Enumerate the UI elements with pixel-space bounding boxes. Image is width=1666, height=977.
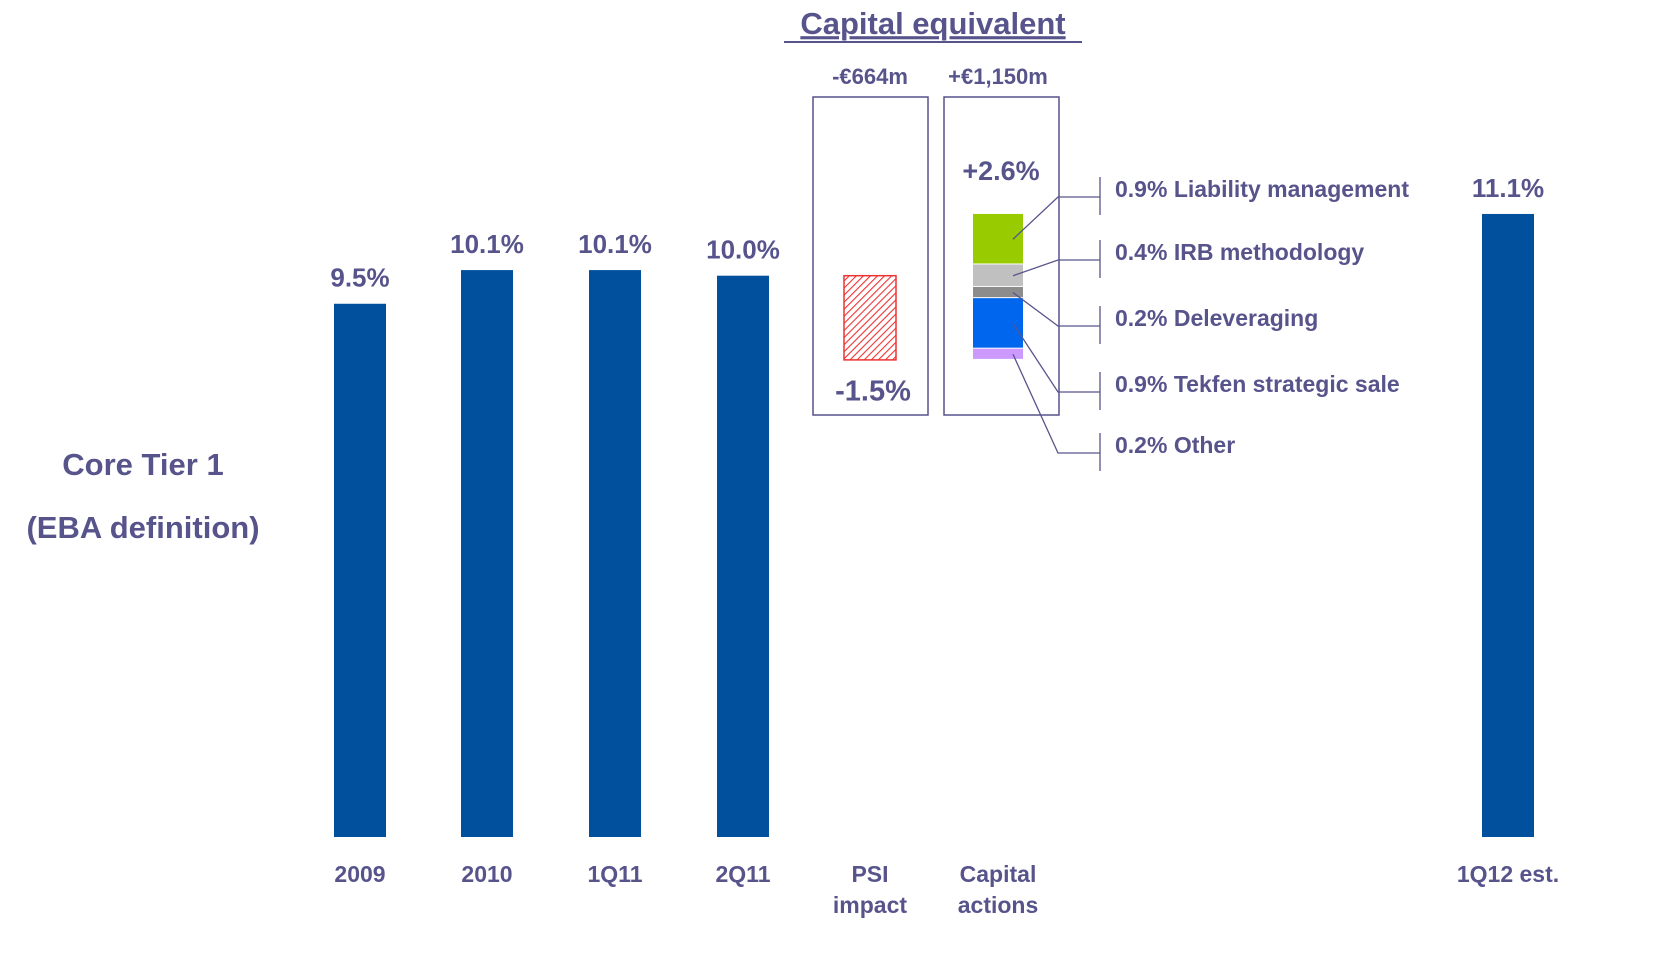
bar-segment bbox=[973, 286, 1023, 298]
component-label: 0.2% Other bbox=[1115, 432, 1235, 458]
component-name: Other bbox=[1174, 432, 1235, 458]
leader-line bbox=[1012, 323, 1100, 393]
component-label: 0.2% Deleveraging bbox=[1115, 305, 1318, 331]
x-tick-label: PSI impact bbox=[833, 861, 907, 918]
leader-line bbox=[1012, 292, 1100, 327]
bar-segment bbox=[973, 348, 1023, 359]
leader-line bbox=[1012, 259, 1100, 277]
bar bbox=[717, 275, 769, 837]
y-axis-label: Core Tier 1 bbox=[62, 447, 223, 482]
capital-equivalent-label: -€664m bbox=[832, 64, 908, 89]
bar bbox=[843, 274, 897, 361]
bar-segment bbox=[973, 264, 1023, 286]
component-name: Liability management bbox=[1174, 176, 1410, 202]
leader-line bbox=[1012, 354, 1100, 454]
x-tick-label-line: PSI bbox=[851, 861, 888, 887]
x-tick-label: Capital actions bbox=[958, 861, 1039, 918]
chart-title: Capital equivalent bbox=[800, 6, 1065, 41]
x-tick-label-line: impact bbox=[833, 892, 907, 918]
component-name: Deleveraging bbox=[1174, 305, 1318, 331]
value-label: 11.1% bbox=[1472, 173, 1544, 203]
component-name: IRB methodology bbox=[1174, 239, 1365, 265]
component-label: 0.9% Liability management bbox=[1115, 176, 1409, 202]
component-label: 0.4% IRB methodology bbox=[1115, 239, 1364, 265]
bar bbox=[461, 270, 513, 837]
y-axis-label: (EBA definition) bbox=[26, 510, 259, 545]
capital-equivalent-label: +€1,150m bbox=[948, 64, 1048, 89]
impact-box bbox=[812, 96, 929, 416]
component-name: Tekfen strategic sale bbox=[1174, 371, 1400, 397]
x-tick-label: 2Q11 bbox=[716, 861, 771, 887]
bar bbox=[334, 303, 386, 837]
bar bbox=[589, 270, 641, 837]
value-label: 9.5% bbox=[330, 263, 389, 293]
component-value: 0.2% bbox=[1115, 432, 1167, 458]
bar-segment bbox=[973, 298, 1023, 348]
bar bbox=[1482, 213, 1534, 837]
component-value: 0.2% bbox=[1115, 305, 1167, 331]
x-tick-label-line: Capital bbox=[960, 861, 1037, 887]
value-label: +2.6% bbox=[962, 156, 1039, 186]
leader-line bbox=[1012, 196, 1100, 240]
x-tick-label: 2009 bbox=[334, 861, 385, 887]
value-label: 10.0% bbox=[706, 235, 780, 265]
component-label: 0.9% Tekfen strategic sale bbox=[1115, 371, 1400, 397]
x-tick-label-line: actions bbox=[958, 892, 1039, 918]
bar-segment bbox=[973, 213, 1023, 264]
value-label: 10.1% bbox=[450, 229, 524, 259]
stacked-bar bbox=[973, 213, 1023, 359]
component-value: 0.9% bbox=[1115, 176, 1167, 202]
component-value: 0.4% bbox=[1115, 239, 1167, 265]
x-tick-label: 1Q12 est. bbox=[1457, 861, 1559, 887]
value-label: 10.1% bbox=[578, 229, 652, 259]
impact-box bbox=[943, 96, 1060, 416]
value-label: -1.5% bbox=[835, 376, 911, 408]
x-tick-label: 2010 bbox=[461, 861, 512, 887]
x-tick-label: 1Q11 bbox=[588, 861, 643, 887]
component-value: 0.9% bbox=[1115, 371, 1167, 397]
